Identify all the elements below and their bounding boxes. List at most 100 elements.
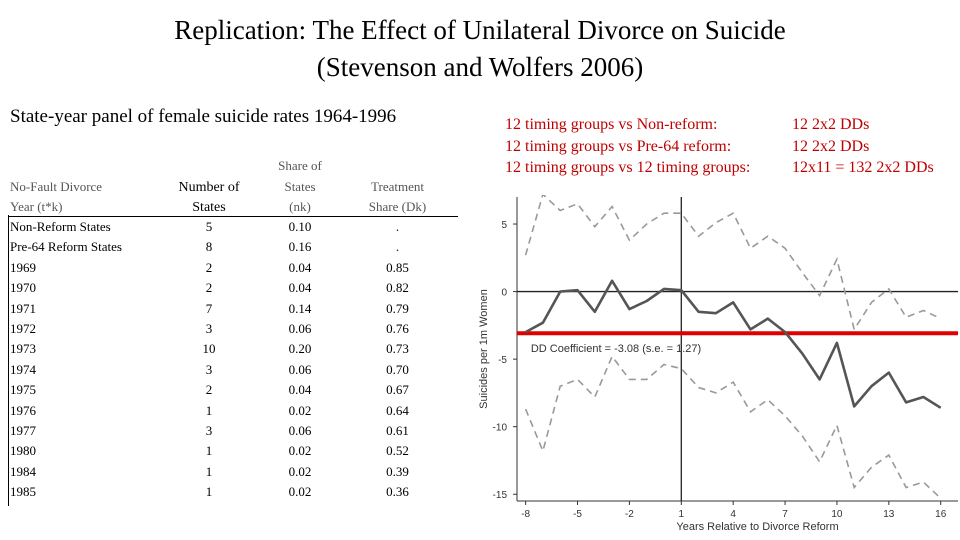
table-cell-treatment: 0.79 bbox=[386, 300, 409, 316]
comparison-label: 12 timing groups vs Non-reform: bbox=[505, 116, 718, 133]
comparison-row: 12 timing groups vs Non-reform: 12 2x2 D… bbox=[505, 114, 934, 136]
x-tick-label: -5 bbox=[573, 509, 582, 520]
table-cell-share: 0.10 bbox=[288, 219, 312, 234]
y-tick-label: 5 bbox=[501, 220, 507, 231]
table-cell-share: 0.02 bbox=[288, 484, 312, 500]
comparison-row: 12 timing groups vs 12 timing groups: 12… bbox=[505, 157, 934, 179]
table-cell-treatment: 0.61 bbox=[386, 423, 409, 438]
upper-ci-line bbox=[524, 195, 942, 332]
table-cell-count: 3 bbox=[205, 361, 213, 377]
table-cell-treatment: . bbox=[395, 219, 400, 234]
slide-title: Replication: The Effect of Unilateral Di… bbox=[0, 12, 960, 86]
header-rule bbox=[8, 216, 458, 217]
header-year-line-2: Year (t*k) bbox=[10, 199, 63, 214]
table-cell-count: 2 bbox=[205, 259, 213, 275]
y-tick-label: 0 bbox=[501, 288, 507, 299]
table-cell-year: 1977 bbox=[10, 423, 36, 438]
table-cell-treatment: 0.39 bbox=[386, 463, 409, 479]
x-tick-label: 16 bbox=[935, 509, 947, 520]
comparison-label: 12 timing groups vs 12 timing groups: bbox=[505, 159, 751, 176]
table-cell-treatment: 0.82 bbox=[386, 280, 409, 296]
table-cell-count: 8 bbox=[205, 239, 213, 255]
table-cell-year: 1980 bbox=[10, 443, 36, 459]
header-share-line-3: (nk) bbox=[289, 199, 311, 214]
header-count-line-1: Number of bbox=[178, 180, 240, 195]
y-tick-label: -5 bbox=[498, 355, 507, 366]
table-left-rule bbox=[8, 215, 9, 506]
table-cell-treatment: 0.36 bbox=[386, 484, 409, 500]
comparison-row: 12 timing groups vs Pre-64 reform: 12 2x… bbox=[505, 136, 934, 158]
table-cell-count: 1 bbox=[205, 402, 213, 418]
table-cell-count: 7 bbox=[205, 300, 213, 316]
table-cell-count: 1 bbox=[205, 443, 213, 459]
x-tick-label: 1 bbox=[679, 509, 685, 520]
table-cell-share: 0.02 bbox=[288, 443, 312, 459]
table-cell-year: 1969 bbox=[10, 259, 36, 275]
header-share-line-2: States bbox=[284, 179, 316, 194]
table-cell-treatment: 0.70 bbox=[386, 361, 409, 377]
table-cell-count: 5 bbox=[205, 219, 213, 234]
table-cell-year: 1973 bbox=[10, 341, 36, 357]
table-cell-count: 10 bbox=[202, 341, 216, 357]
x-tick-label: -8 bbox=[521, 509, 530, 520]
table-cell-treatment: 0.64 bbox=[386, 402, 409, 418]
x-tick-label: 10 bbox=[831, 509, 843, 520]
header-share-line-1: Share of bbox=[278, 158, 322, 173]
comparison-value: 12 2x2 DDs bbox=[792, 116, 870, 133]
table-cell-year: 1972 bbox=[10, 321, 36, 336]
table-cell-share: 0.04 bbox=[288, 280, 312, 296]
table-cell-count: 2 bbox=[205, 280, 213, 296]
table-cell-share: 0.06 bbox=[288, 361, 312, 377]
header-treatment-line-1: Treatment bbox=[371, 179, 424, 194]
x-tick-label: 4 bbox=[730, 509, 736, 520]
y-tick-label: -15 bbox=[493, 490, 508, 501]
table-cell-treatment: 0.76 bbox=[386, 321, 409, 336]
x-tick-label: 7 bbox=[782, 509, 788, 520]
table-cell-year: 1985 bbox=[10, 484, 36, 500]
table-cell-treatment: 0.52 bbox=[386, 443, 409, 459]
table-cell-share: 0.20 bbox=[288, 341, 312, 357]
comparison-label: 12 timing groups vs Pre-64 reform: bbox=[505, 137, 732, 155]
table-cell-count: 1 bbox=[205, 484, 213, 500]
suicide-event-study-chart: 5 0 -5 -10 -15 -8 -5 -2 1 4 7 10 13 16 DD Coefficient … bbox=[478, 195, 958, 533]
lower-ci-line bbox=[524, 354, 942, 499]
table-cell-year: Pre-64 Reform States bbox=[10, 239, 122, 255]
table-cell-share: 0.06 bbox=[288, 423, 312, 438]
header-count-line-2: States bbox=[192, 200, 226, 215]
reform-timing-table: No-Fault Divorce Year (t*k) Number of St… bbox=[0, 0, 470, 540]
table-cell-treatment: 0.73 bbox=[386, 341, 409, 357]
table-cell-year: 1984 bbox=[10, 463, 36, 479]
table-cell-year: 1976 bbox=[10, 402, 36, 418]
comparison-list: 12 timing groups vs Non-reform: 12 2x2 D… bbox=[505, 114, 934, 179]
estimate-line bbox=[524, 279, 942, 409]
x-tick-label: -2 bbox=[625, 509, 634, 520]
header-year-line-1: No-Fault Divorce bbox=[10, 179, 103, 194]
dd-coefficient-annotation: DD Coefficient = -3.08 (s.e. = 1.27) bbox=[531, 343, 701, 355]
table-cell-count: 3 bbox=[205, 423, 213, 438]
table-cell-treatment: . bbox=[395, 239, 400, 255]
table-cell-treatment: 0.67 bbox=[386, 382, 409, 398]
table-cell-share: 0.16 bbox=[288, 239, 312, 255]
table-cell-count: 1 bbox=[205, 463, 213, 479]
table-cell-share: 0.04 bbox=[288, 259, 312, 275]
table-cell-year: 1970 bbox=[10, 280, 36, 296]
comparison-value: 12 2x2 DDs bbox=[792, 137, 870, 155]
header-treatment-line-2: Share (Dk) bbox=[368, 199, 427, 214]
table-cell-share: 0.02 bbox=[288, 402, 312, 418]
comparison-value: 12x11 = 132 2x2 DDs bbox=[792, 159, 934, 176]
panel-subtitle: State-year panel of female suicide rates… bbox=[10, 106, 397, 127]
y-tick-label: -10 bbox=[493, 423, 508, 434]
table-cell-count: 3 bbox=[205, 321, 213, 336]
y-axis-label: Suicides per 1m Women bbox=[478, 289, 490, 409]
table-cell-share: 0.06 bbox=[288, 321, 312, 336]
title-line-1: Replication: The Effect of Unilateral Di… bbox=[174, 15, 786, 45]
table-cell-share: 0.14 bbox=[288, 300, 312, 316]
table-cell-count: 2 bbox=[205, 382, 213, 398]
table-cell-treatment: 0.85 bbox=[386, 259, 409, 275]
table-cell-year: 1975 bbox=[10, 382, 36, 398]
table-cell-share: 0.04 bbox=[288, 382, 312, 398]
title-line-2: (Stevenson and Wolfers 2006) bbox=[316, 52, 644, 82]
table-cell-year: 1971 bbox=[10, 300, 36, 316]
table-cell-year: 1974 bbox=[10, 361, 36, 377]
table-cell-year: Non-Reform States bbox=[10, 219, 111, 234]
